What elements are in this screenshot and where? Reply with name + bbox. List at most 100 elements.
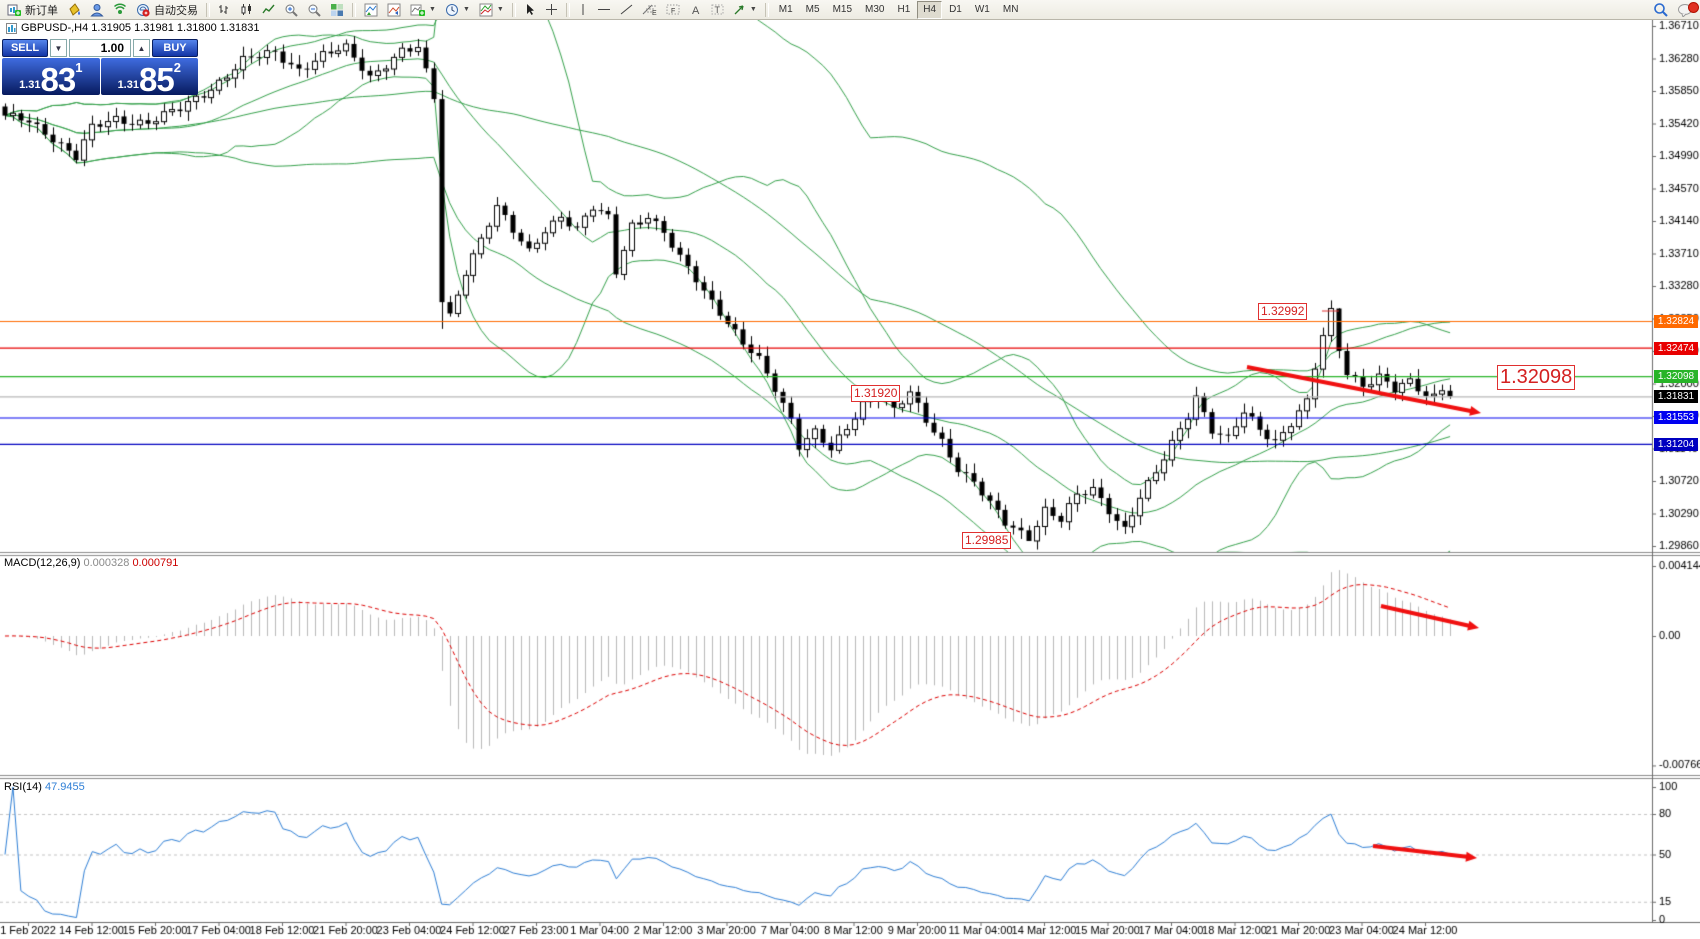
signals-button[interactable] — [109, 0, 131, 20]
notification-badge — [1688, 1, 1699, 13]
profile-button[interactable] — [86, 0, 108, 20]
price-annotation[interactable]: 1.32098 — [1497, 365, 1576, 390]
indicator-list-icon — [387, 3, 401, 16]
toolbar-separator — [565, 2, 570, 17]
tile-windows-button[interactable] — [326, 0, 348, 20]
tf-w1-button[interactable]: W1 — [974, 3, 990, 15]
chart-title-icon — [6, 22, 17, 34]
price-chart-canvas[interactable] — [0, 20, 1700, 939]
horizontal-line-icon — [597, 9, 610, 10]
add-indicator-icon — [410, 4, 425, 16]
dropdown-arrow-icon: ▼ — [749, 6, 757, 13]
macd-main-value: 0.000328 — [83, 557, 130, 569]
zoom-out-button[interactable] — [303, 0, 325, 20]
zoom-in-button[interactable] — [280, 0, 302, 20]
cursor-button[interactable] — [520, 0, 540, 20]
candle-chart-type-button[interactable] — [236, 0, 257, 20]
volume-input[interactable] — [69, 39, 131, 57]
one-click-row-prices: 1.31 83 1 1.31 85 2 — [2, 58, 198, 96]
cursor-icon — [526, 4, 534, 15]
price-axis-label: 1.31204 — [1654, 437, 1698, 451]
indicator-list-button[interactable] — [383, 0, 405, 20]
trendline-button[interactable] — [616, 0, 637, 20]
zoom-in-icon — [285, 4, 298, 17]
vertical-line-button[interactable] — [574, 0, 592, 20]
indicator-window-icon — [364, 3, 378, 16]
one-click-trading-panel: SELL ▼ ▲ BUY 1.31 83 1 1.31 85 2 — [2, 39, 198, 96]
arrow-shapes-icon — [734, 5, 744, 15]
tf-h1-button[interactable]: H1 — [897, 3, 911, 15]
tf-h4-button[interactable]: H4 — [917, 0, 943, 19]
auto-trading-label: 自动交易 — [154, 4, 198, 17]
vertical-line-icon — [582, 4, 584, 15]
price-axis-label: 1.32098 — [1654, 370, 1698, 384]
indicator-window-button[interactable] — [360, 0, 382, 20]
crosshair-icon — [545, 4, 557, 15]
text-icon: A — [692, 5, 700, 16]
styles-button[interactable] — [63, 0, 85, 20]
dropdown-arrow-icon: ▼ — [429, 6, 436, 13]
svg-text:F: F — [671, 8, 675, 15]
channel-icon: F — [666, 4, 680, 15]
notifications-button[interactable] — [1673, 0, 1699, 20]
buy-price-cell[interactable]: 1.31 85 2 — [100, 58, 198, 96]
price-axis-label: 1.32824 — [1654, 314, 1698, 328]
text-label-icon: T — [711, 4, 724, 15]
sell-button[interactable]: SELL — [2, 39, 48, 57]
toolbar-separator — [764, 2, 769, 17]
label-tool-button[interactable]: T — [707, 0, 728, 20]
toolbar-separator — [511, 2, 516, 17]
tf-mn-button[interactable]: MN — [1002, 3, 1019, 15]
one-click-row-top: SELL ▼ ▲ BUY — [2, 39, 198, 57]
bar-chart-type-button[interactable] — [214, 0, 235, 20]
new-order-button[interactable]: 新订单 — [3, 0, 62, 20]
price-axis-label: 1.31553 — [1654, 411, 1698, 425]
price-axis-label: 1.31831 — [1654, 390, 1698, 404]
fibonacci-button[interactable]: E — [638, 0, 661, 20]
line-chart-type-button[interactable] — [258, 0, 279, 20]
svg-text:E: E — [652, 10, 657, 16]
tf-m30-button[interactable]: M30 — [865, 3, 885, 15]
auto-trading-button[interactable]: 自动交易 — [132, 0, 202, 20]
volume-decrease-button[interactable]: ▼ — [50, 39, 67, 57]
bar-chart-icon — [219, 5, 228, 14]
line-chart-icon — [262, 4, 275, 14]
toolbar-separator — [352, 2, 356, 17]
toolbar-separator — [206, 2, 210, 17]
templates-button[interactable]: ▼ — [475, 0, 508, 20]
channel-button[interactable]: F — [662, 0, 685, 20]
tf-d1-button[interactable]: D1 — [949, 3, 962, 15]
macd-name: MACD(12,26,9) — [4, 557, 81, 569]
buy-button[interactable]: BUY — [152, 39, 198, 57]
sell-price-small: 1.31 — [19, 79, 41, 91]
auto-trading-icon — [137, 3, 150, 17]
price-axis-label: 1.32474 — [1654, 341, 1698, 355]
sell-price-cell[interactable]: 1.31 83 1 — [2, 58, 100, 96]
search-button[interactable] — [1649, 0, 1672, 20]
tf-m1-button[interactable]: M1 — [778, 3, 793, 15]
arrows-tool-button[interactable]: ▼ — [729, 0, 761, 20]
buy-price-small: 1.31 — [117, 79, 139, 91]
crosshair-button[interactable] — [541, 0, 562, 20]
template-icon — [479, 3, 493, 16]
dropdown-arrow-icon: ▼ — [496, 6, 504, 13]
periods-button[interactable]: ▼ — [441, 0, 474, 20]
price-annotation[interactable]: 1.31920 — [851, 385, 901, 402]
macd-label: MACD(12,26,9) 0.000328 0.000791 — [4, 557, 178, 569]
paint-bucket-icon — [69, 2, 80, 16]
trendline-icon — [620, 4, 633, 15]
tf-m5-button[interactable]: M5 — [805, 3, 820, 15]
zoom-out-icon — [308, 4, 321, 17]
price-annotation[interactable]: 1.32992 — [1258, 303, 1308, 320]
clock-icon — [445, 3, 458, 16]
rsi-name: RSI(14) — [4, 781, 42, 793]
volume-increase-button[interactable]: ▲ — [133, 39, 150, 57]
add-indicator-button[interactable]: ▼ — [406, 0, 440, 20]
sell-price-sup: 1 — [75, 60, 83, 75]
tf-m15-button[interactable]: M15 — [832, 3, 853, 15]
text-tool-button[interactable]: A — [686, 0, 706, 20]
horizontal-line-button[interactable] — [593, 0, 615, 20]
fibonacci-icon: E — [642, 4, 657, 16]
price-annotation[interactable]: 1.29985 — [962, 532, 1012, 549]
